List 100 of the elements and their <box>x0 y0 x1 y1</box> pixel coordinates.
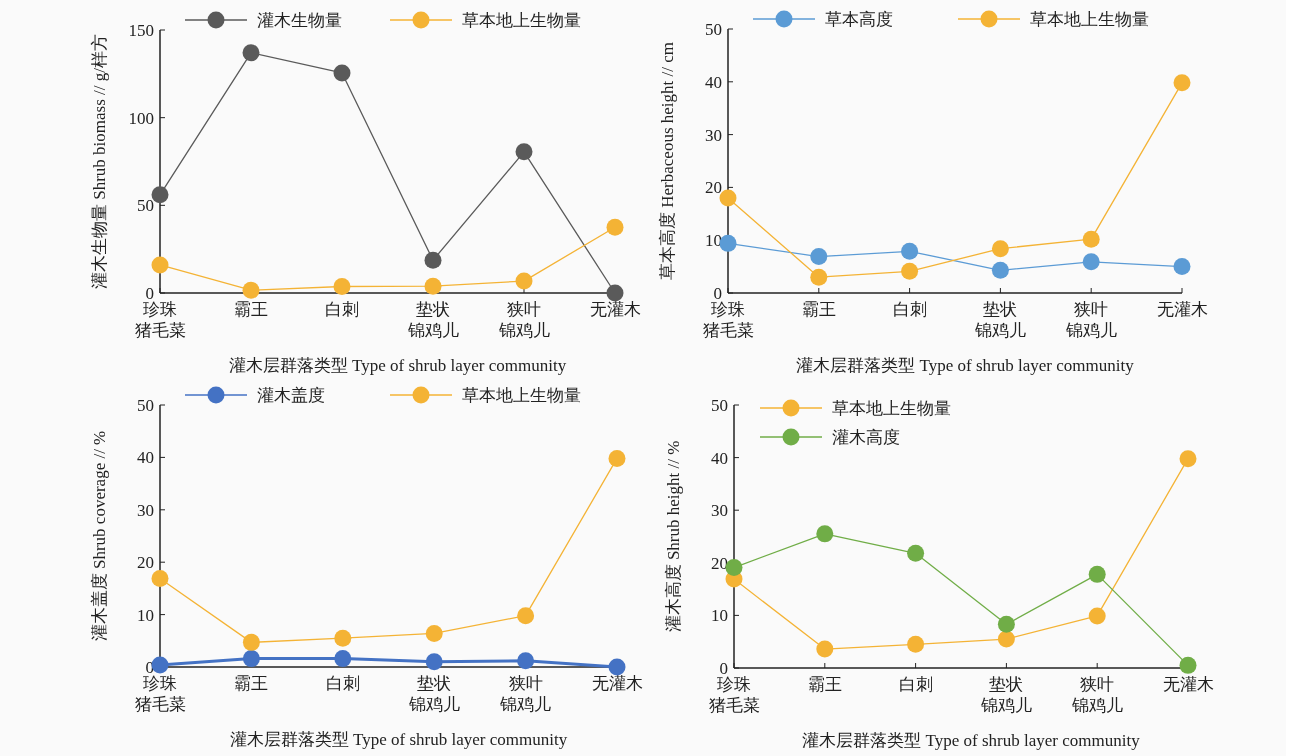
point <box>425 624 443 642</box>
x-axis-title: 灌木层群落类型 Type of shrub layer community <box>228 356 567 375</box>
x-tick-label: 狭叶锦鸡儿 <box>497 300 550 340</box>
x-tick-label: 无灌木 <box>1156 300 1208 319</box>
y-tick-label: 30 <box>711 501 728 521</box>
y-tick-label: 40 <box>137 448 154 468</box>
point <box>333 64 351 82</box>
y-tick-label: 150 <box>128 20 154 40</box>
point <box>517 652 535 670</box>
point <box>242 44 260 62</box>
y-tick-label: 50 <box>705 19 722 39</box>
x-tick-label: 白刺 <box>325 674 360 693</box>
point <box>334 650 352 668</box>
point <box>242 633 260 651</box>
point <box>907 635 925 653</box>
point <box>517 607 535 625</box>
legend-label: 草本地上生物量 <box>462 385 581 405</box>
point <box>997 615 1015 633</box>
point <box>151 569 169 587</box>
legend-label: 草本地上生物量 <box>1030 9 1149 29</box>
y-tick-label: 100 <box>128 108 154 128</box>
y-axis-title: 灌木生物量 Shrub biomass // g/样方 <box>90 33 109 290</box>
point <box>816 525 834 543</box>
point <box>1082 253 1100 271</box>
legend-label: 草本高度 <box>825 9 893 29</box>
y-tick-label: 20 <box>711 553 728 573</box>
point <box>334 629 352 647</box>
x-tick-label: 垫状锦鸡儿 <box>973 300 1026 340</box>
y-tick-label: 50 <box>137 395 154 415</box>
point <box>816 640 834 658</box>
legend-label: 草本地上生物量 <box>462 10 581 30</box>
point <box>1179 656 1197 674</box>
point <box>997 630 1015 648</box>
x-tick-label: 白刺 <box>898 675 933 694</box>
point <box>810 268 828 286</box>
y-tick-label: 40 <box>705 72 722 92</box>
legend-label: 灌木盖度 <box>257 385 325 405</box>
x-axis-title: 灌木层群落类型 Type of shrub layer community <box>802 731 1141 750</box>
x-tick-label: 无灌木 <box>589 300 641 319</box>
legend-label: 灌木生物量 <box>257 10 342 30</box>
x-tick-label: 珍珠猪毛菜 <box>708 675 760 715</box>
x-tick-label: 白刺 <box>325 300 359 319</box>
point <box>242 650 260 668</box>
legend-label: 灌木高度 <box>832 427 900 447</box>
point <box>606 218 624 236</box>
point <box>901 242 919 260</box>
y-tick-label: 40 <box>711 448 728 468</box>
x-tick-label: 霸王 <box>807 675 842 694</box>
point <box>515 143 533 161</box>
y-tick-label: 30 <box>705 125 722 145</box>
point <box>608 658 626 676</box>
x-tick-label: 霸王 <box>801 300 836 319</box>
y-tick-label: 10 <box>137 605 154 625</box>
x-tick-label: 垫状锦鸡儿 <box>979 675 1032 715</box>
x-tick-label: 珍珠猪毛菜 <box>134 300 186 340</box>
point <box>1082 230 1100 248</box>
x-tick-label: 珍珠猪毛菜 <box>702 300 754 340</box>
point <box>1173 74 1191 92</box>
point <box>333 278 351 295</box>
y-tick-label: 10 <box>711 606 728 626</box>
point <box>515 272 533 290</box>
y-tick-label: 50 <box>137 196 154 216</box>
y-tick-label: 30 <box>137 500 154 520</box>
x-tick-label: 垫状锦鸡儿 <box>407 674 460 714</box>
point <box>1179 450 1197 468</box>
x-tick-label: 狭叶锦鸡儿 <box>1064 300 1117 340</box>
point <box>1173 258 1191 276</box>
point <box>608 449 626 467</box>
point <box>424 277 442 295</box>
point <box>1088 565 1106 583</box>
x-tick-label: 垫状锦鸡儿 <box>406 300 459 340</box>
point <box>424 251 442 269</box>
point <box>901 262 919 280</box>
x-tick-label: 霸王 <box>234 674 269 693</box>
x-axis-title: 灌木层群落类型 Type of shrub layer community <box>229 730 568 749</box>
x-axis-title: 灌木层群落类型 Type of shrub layer community <box>796 356 1135 375</box>
y-tick-label: 50 <box>711 395 728 415</box>
x-tick-label: 狭叶锦鸡儿 <box>499 674 552 714</box>
point <box>425 653 443 671</box>
point <box>907 544 925 562</box>
y-tick-label: 20 <box>705 178 722 198</box>
point <box>719 234 737 252</box>
x-tick-label: 狭叶锦鸡儿 <box>1070 675 1123 715</box>
legend-label: 草本地上生物量 <box>832 398 951 418</box>
point <box>991 261 1009 279</box>
y-axis-title: 草本高度 Herbaceous height // cm <box>658 42 677 280</box>
x-tick-label: 霸王 <box>234 300 268 319</box>
point <box>242 281 260 299</box>
point <box>606 284 624 302</box>
y-axis-title: 灌木高度 Shrub height // % <box>664 440 683 633</box>
x-tick-label: 无灌木 <box>1162 675 1214 694</box>
y-tick-label: 20 <box>137 553 154 573</box>
point <box>810 248 828 266</box>
x-tick-label: 白刺 <box>892 300 927 319</box>
x-tick-label: 珍珠猪毛菜 <box>134 674 186 714</box>
point <box>991 240 1009 258</box>
point <box>151 256 169 274</box>
x-tick-label: 无灌木 <box>591 674 643 693</box>
y-axis-title: 灌木盖度 Shrub coverage // % <box>90 430 109 642</box>
point <box>1088 607 1106 625</box>
